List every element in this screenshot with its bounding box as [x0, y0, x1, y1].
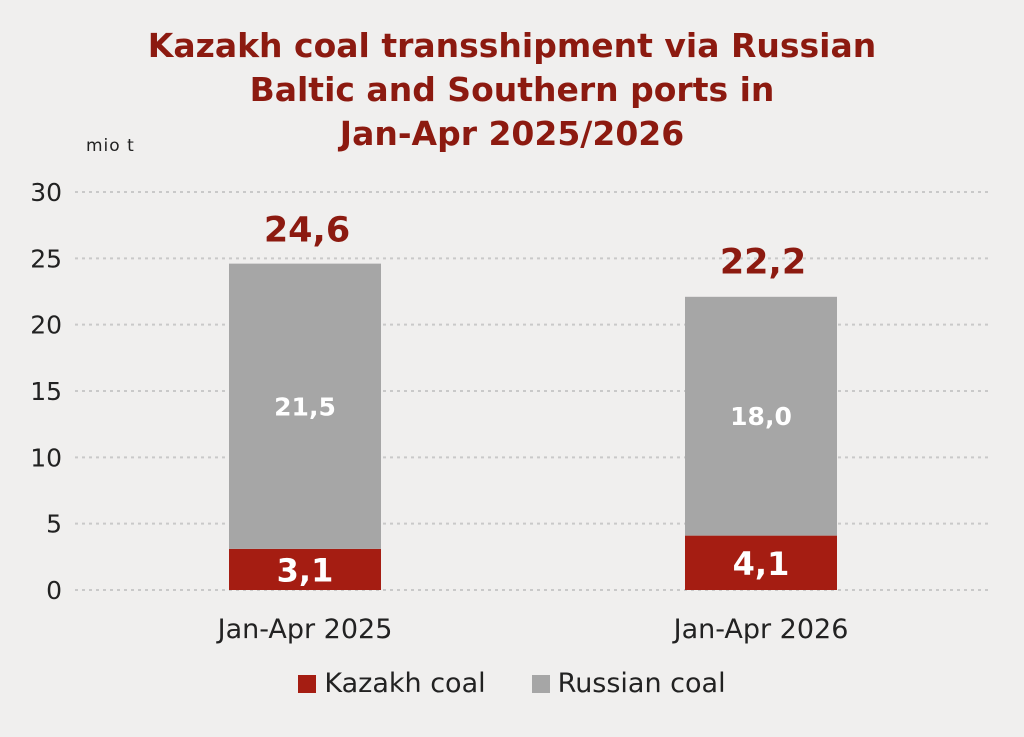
bar-value-label: 3,1: [277, 551, 334, 589]
legend-item-russian-coal: Russian coal: [531, 668, 726, 699]
y-tick-label: 20: [30, 311, 62, 340]
bar-total-label: 24,6: [264, 211, 350, 251]
bar-kazakh-coal: [685, 535, 837, 590]
y-tick-label: 15: [30, 377, 62, 406]
legend-swatch-russian-coal: [531, 674, 550, 693]
legend-label-russian-coal: Russian coal: [557, 668, 726, 699]
legend-swatch-kazakh-coal: [298, 674, 317, 693]
bar-russian-coal: [685, 296, 837, 536]
chart-title: Kazakh coal transshipment via Russian Ba…: [0, 24, 1024, 156]
y-tick-label: 5: [46, 510, 62, 539]
bar-value-label: 21,5: [274, 392, 336, 421]
x-category-label: Jan-Apr 2026: [672, 614, 849, 645]
bar-total-label: 22,2: [720, 242, 806, 282]
bar-value-label: 4,1: [733, 545, 790, 583]
y-axis-unit-label: mio t: [86, 136, 135, 156]
chart-title-line: Jan-Apr 2025/2026: [339, 114, 685, 153]
y-tick-label: 10: [30, 443, 62, 472]
y-tick-label: 30: [30, 178, 62, 207]
bar-russian-coal: [229, 263, 381, 549]
chart-title-line: Baltic and Southern ports in: [249, 70, 775, 109]
y-tick-label: 0: [46, 576, 62, 605]
x-category-label: Jan-Apr 2025: [216, 614, 393, 645]
legend: Kazakh coal Russian coal: [0, 668, 1024, 699]
bar-kazakh-coal: [229, 548, 381, 590]
legend-label-kazakh-coal: Kazakh coal: [324, 668, 486, 699]
legend-item-kazakh-coal: Kazakh coal: [298, 668, 486, 699]
bar-value-label: 18,0: [730, 402, 792, 431]
y-tick-label: 25: [30, 244, 62, 273]
chart-title-line: Kazakh coal transshipment via Russian: [147, 26, 877, 65]
